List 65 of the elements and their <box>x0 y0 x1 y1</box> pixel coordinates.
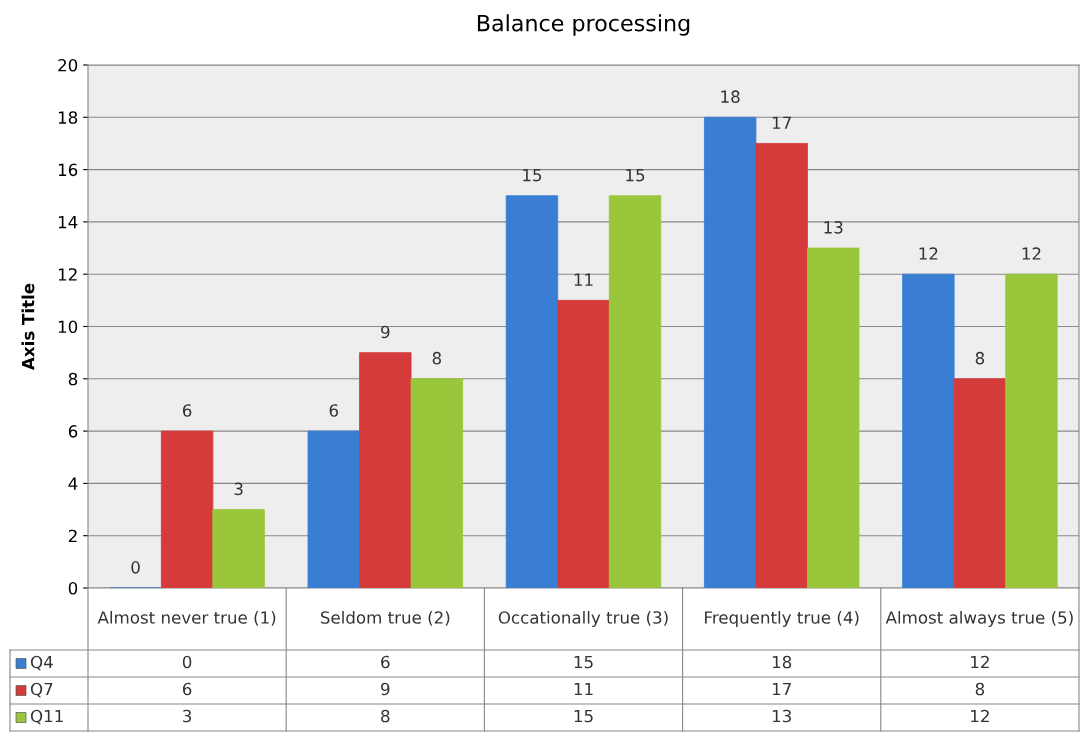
legend-label: Q7 <box>30 682 53 698</box>
x-tick-label: Almost never true (1) <box>97 610 276 626</box>
data-label: 8 <box>432 351 441 365</box>
data-label: 17 <box>772 116 791 129</box>
bar <box>410 378 464 588</box>
y-tick-label: 14 <box>58 216 78 229</box>
text: 0 <box>182 655 192 669</box>
bar <box>359 352 412 588</box>
y-tick-label: 0 <box>68 581 78 595</box>
y-tick-label: 4 <box>68 477 78 490</box>
data-label: 3 <box>234 482 243 496</box>
data-label: 9 <box>381 325 390 339</box>
data-label: 12 <box>1022 247 1041 260</box>
text: 12 <box>971 709 989 723</box>
text: 9 <box>381 682 390 696</box>
text: 8 <box>381 709 390 723</box>
bar <box>505 195 559 588</box>
y-tick-label: 16 <box>58 163 78 177</box>
text: 6 <box>381 655 390 669</box>
bar <box>160 430 214 588</box>
bar <box>703 116 757 588</box>
data-label: 8 <box>975 351 985 365</box>
y-tick-label: 6 <box>68 425 78 438</box>
x-tick-label: Frequently true (4) <box>705 610 859 628</box>
text: 6 <box>182 682 192 696</box>
data-label: 13 <box>824 221 843 234</box>
data-label: 15 <box>523 169 542 182</box>
text: 18 <box>772 655 792 669</box>
bar <box>307 430 360 588</box>
legend-label: Q11 <box>30 709 63 725</box>
bar <box>557 299 610 588</box>
data-label: 12 <box>919 247 938 260</box>
text: 3 <box>183 709 192 723</box>
text: 13 <box>772 709 791 723</box>
text: 11 <box>574 682 593 696</box>
text: 15 <box>574 709 593 723</box>
y-tick-label: 20 <box>58 58 78 72</box>
bar <box>212 509 265 588</box>
data-label: 18 <box>721 90 740 103</box>
text: 15 <box>574 655 593 669</box>
data-label: 6 <box>182 404 192 417</box>
x-tick-label: Seldom true (2) <box>320 610 450 626</box>
x-tick-label: Occationally true (3) <box>498 610 668 628</box>
data-label: 11 <box>574 273 593 286</box>
y-tick-label: 8 <box>68 372 78 386</box>
data-label: 15 <box>626 169 645 182</box>
bar <box>953 378 1007 588</box>
bar <box>807 247 860 588</box>
bar <box>1005 273 1058 588</box>
y-tick-label: 18 <box>58 111 78 124</box>
text: 17 <box>772 682 791 696</box>
legend-label: Q4 <box>30 655 53 671</box>
y-tick-label: 12 <box>58 268 77 281</box>
text: 8 <box>975 682 985 696</box>
y-tick-label: 2 <box>68 529 77 543</box>
y-axis-title: Axis Title <box>21 283 35 370</box>
bar <box>608 195 662 588</box>
bar <box>902 273 955 588</box>
text: 12 <box>971 655 989 669</box>
y-tick-label: 10 <box>58 320 78 334</box>
data-label: 6 <box>329 404 339 417</box>
bar <box>755 143 808 588</box>
chart-title: Balance processing <box>477 14 690 36</box>
x-tick-label: Almost always true (5) <box>885 610 1073 628</box>
data-label: 0 <box>131 561 140 574</box>
